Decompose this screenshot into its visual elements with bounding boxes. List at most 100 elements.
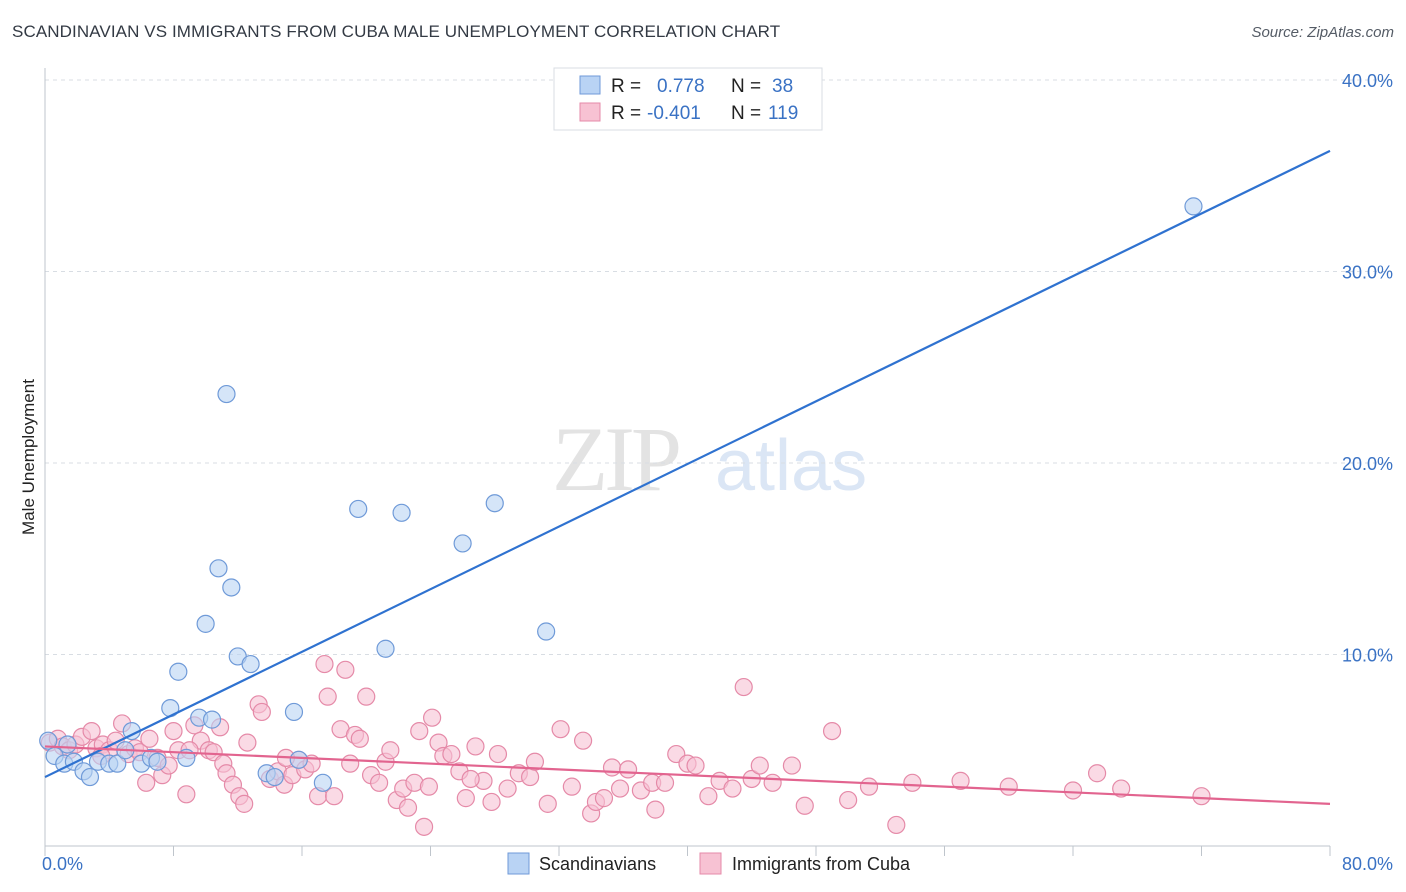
scandinavian-point (284, 702, 304, 722)
cuba-point (498, 779, 517, 798)
legend-r-value-2: -0.401 (647, 103, 701, 124)
cuba-point (370, 773, 389, 792)
cuba-point (137, 773, 156, 792)
cuba-point (410, 721, 429, 741)
cuba-point (951, 771, 970, 790)
scandinavian-point (196, 614, 215, 633)
cuba-point (887, 815, 906, 835)
scandinavian-trend-line (44, 149, 1331, 779)
correlation-legend: R = 0.778 N = 38 R = -0.401 N = 119 (553, 67, 823, 131)
cuba-point (325, 787, 344, 806)
scandinavian-point (241, 654, 260, 674)
scandinavian-point (80, 767, 100, 787)
cuba-point (1087, 764, 1107, 783)
scandinavian-point (313, 773, 332, 792)
trend-lines (44, 149, 1331, 805)
cuba-point (140, 729, 159, 748)
cuba-point (82, 721, 101, 741)
legend-n-label-2: N = (731, 103, 761, 124)
data-points (39, 197, 1211, 836)
x-tick-label: 0.0% (42, 854, 83, 874)
cuba-point (999, 777, 1018, 796)
cuba-point (350, 729, 369, 748)
axes (44, 68, 1330, 847)
scandinavian-point (537, 622, 556, 641)
cuba-point (414, 817, 434, 836)
cuba-point (562, 777, 581, 796)
y-axis-label: Male Unemployment (19, 379, 38, 535)
bottom-legend-label-1: Scandinavians (539, 854, 656, 874)
cuba-point (1192, 787, 1211, 806)
cuba-point (466, 737, 485, 756)
cuba-trend-line (44, 745, 1331, 805)
cuba-point (618, 760, 638, 779)
scandinavian-point (169, 662, 188, 681)
cuba-point (482, 792, 501, 812)
scandinavian-point (376, 639, 395, 658)
legend-r-value-1: 0.778 (657, 76, 705, 97)
cuba-point (822, 721, 842, 741)
cuba-point (903, 773, 922, 792)
cuba-point (763, 773, 782, 792)
watermark-zip: ZIP (552, 408, 679, 510)
scandinavian-point (349, 499, 368, 519)
legend-n-label-1: N = (731, 76, 761, 97)
cuba-point (839, 790, 858, 810)
cuba-point (456, 789, 475, 808)
bottom-legend-swatch-pink (699, 852, 722, 875)
scandinavian-point (1184, 197, 1203, 216)
cuba-point (177, 785, 196, 804)
cuba-point (538, 794, 557, 813)
cuba-point (398, 798, 418, 817)
cuba-point (859, 777, 879, 796)
series-legend: Scandinavians Immigrants from Cuba (507, 852, 911, 875)
legend-r-label-2: R = (611, 103, 641, 124)
cuba-point (520, 767, 540, 787)
cuba-point (315, 654, 334, 674)
y-tick-label: 40.0% (1342, 71, 1393, 91)
cuba-point (423, 708, 442, 727)
cuba-point (1112, 779, 1131, 798)
cuba-point (646, 800, 665, 819)
scandinavian-point (108, 754, 127, 773)
cuba-point (252, 702, 271, 722)
cuba-point (551, 720, 570, 739)
legend-r-label-1: R = (611, 76, 641, 97)
legend-swatch-blue (579, 75, 601, 95)
legend-n-value-2: 119 (768, 103, 798, 124)
scandinavian-point (289, 750, 308, 769)
cuba-point (686, 756, 705, 775)
scandinavian-point (222, 578, 241, 597)
legend-n-value-1: 38 (772, 76, 793, 97)
cuba-point (525, 752, 545, 771)
scandinavian-point (39, 731, 58, 750)
cuba-point (341, 754, 360, 773)
cuba-point (795, 796, 814, 815)
bottom-legend-label-2: Immigrants from Cuba (732, 854, 911, 874)
scandinavian-point (58, 735, 77, 754)
y-tick-label: 20.0% (1342, 454, 1393, 474)
scandinavian-point (202, 710, 222, 729)
cuba-point (442, 744, 461, 764)
cuba-point (573, 731, 593, 750)
cuba-point (699, 787, 718, 806)
cuba-point (610, 779, 630, 798)
tick-labels: 10.0% 20.0% 30.0% 40.0% 0.0% 80.0% (42, 71, 1393, 874)
scandinavian-point (148, 752, 167, 771)
cuba-point (357, 687, 376, 706)
scandinavian-point (265, 767, 284, 787)
y-tick-label: 30.0% (1342, 263, 1393, 283)
x-tick-label: 80.0% (1342, 854, 1393, 874)
cuba-point (488, 744, 508, 764)
cuba-point (734, 677, 753, 697)
cuba-point (723, 779, 742, 798)
scandinavian-point (453, 534, 472, 553)
cuba-point (164, 721, 183, 741)
cuba-point (336, 660, 355, 679)
grid-lines (44, 79, 1392, 856)
cuba-point (782, 756, 802, 775)
cuba-point (750, 756, 769, 775)
scandinavian-point (485, 494, 504, 513)
chart-title: SCANDINAVIAN VS IMMIGRANTS FROM CUBA MAL… (12, 22, 781, 41)
